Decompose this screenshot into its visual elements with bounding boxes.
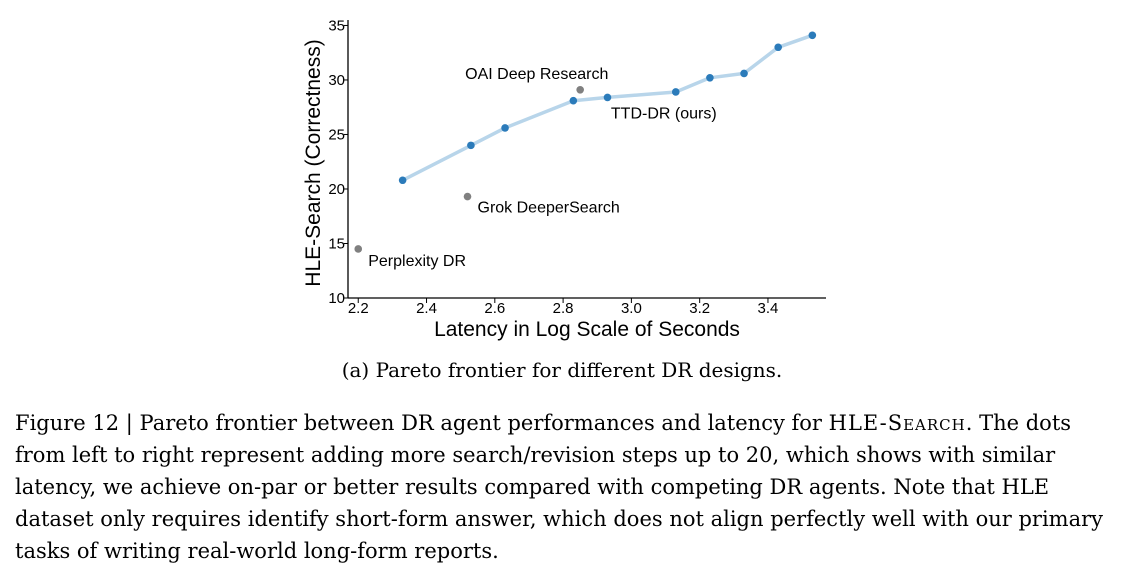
data-point — [569, 96, 578, 105]
data-point — [774, 43, 782, 52]
data-point — [808, 31, 817, 40]
caption-prefix: Figure 12 | Pareto frontier between DR a… — [15, 411, 829, 435]
baseline-layer: OAI Deep Research Grok DeeperSearch Perple… — [354, 66, 620, 270]
x-tick-label: 3.4 — [758, 300, 779, 317]
caption-dataset-name: HLE-Search — [828, 411, 966, 435]
data-point — [603, 93, 612, 102]
series-line — [400, 33, 815, 183]
y-tick-label: 10 — [328, 290, 345, 307]
y-axis-label: HLE-Search (Correctness) — [302, 39, 325, 286]
pareto-chart: 2.2 2.4 2.6 2.8 3.0 3.2 3.4 10 15 20 25 30 35 TTD-DR… — [302, 17, 826, 341]
x-tick-label: 2.8 — [553, 300, 574, 317]
baseline-label: OAI Deep Research — [465, 66, 608, 83]
baseline-point — [576, 85, 584, 94]
y-tick-label: 35 — [328, 17, 345, 34]
baseline-label: Grok DeeperSearch — [478, 200, 620, 217]
y-tick-label: 25 — [328, 126, 345, 143]
data-point — [467, 141, 475, 150]
caption-suffix: . The dots from left to right represent … — [15, 411, 1104, 563]
data-point — [740, 69, 748, 78]
x-axis-label: Latency in Log Scale of Seconds — [434, 318, 740, 341]
data-point — [501, 124, 509, 132]
series-layer: TTD-DR (ours) — [398, 31, 817, 185]
series-label: TTD-DR (ours) — [611, 105, 717, 122]
baseline-label: Perplexity DR — [368, 253, 466, 270]
baseline-point — [463, 192, 472, 201]
baseline-point — [354, 245, 363, 253]
x-tick-label: 3.0 — [621, 300, 642, 317]
y-tick-label: 30 — [328, 72, 345, 89]
x-tick-label: 2.6 — [484, 300, 505, 317]
axes: 2.2 2.4 2.6 2.8 3.0 3.2 3.4 10 15 20 25 30 35 — [328, 17, 826, 317]
data-point — [398, 176, 407, 185]
x-tick-label: 2.4 — [416, 300, 437, 317]
x-tick-label: 3.2 — [689, 300, 710, 317]
subcaption: (a) Pareto frontier for different DR des… — [341, 358, 783, 382]
data-point — [706, 73, 714, 82]
y-tick-label: 15 — [328, 235, 345, 252]
x-tick-label: 2.2 — [348, 300, 369, 317]
data-point — [671, 88, 680, 96]
figure-caption: Figure 12 | Pareto frontier between DR a… — [15, 407, 1115, 567]
y-tick-label: 20 — [328, 181, 345, 198]
